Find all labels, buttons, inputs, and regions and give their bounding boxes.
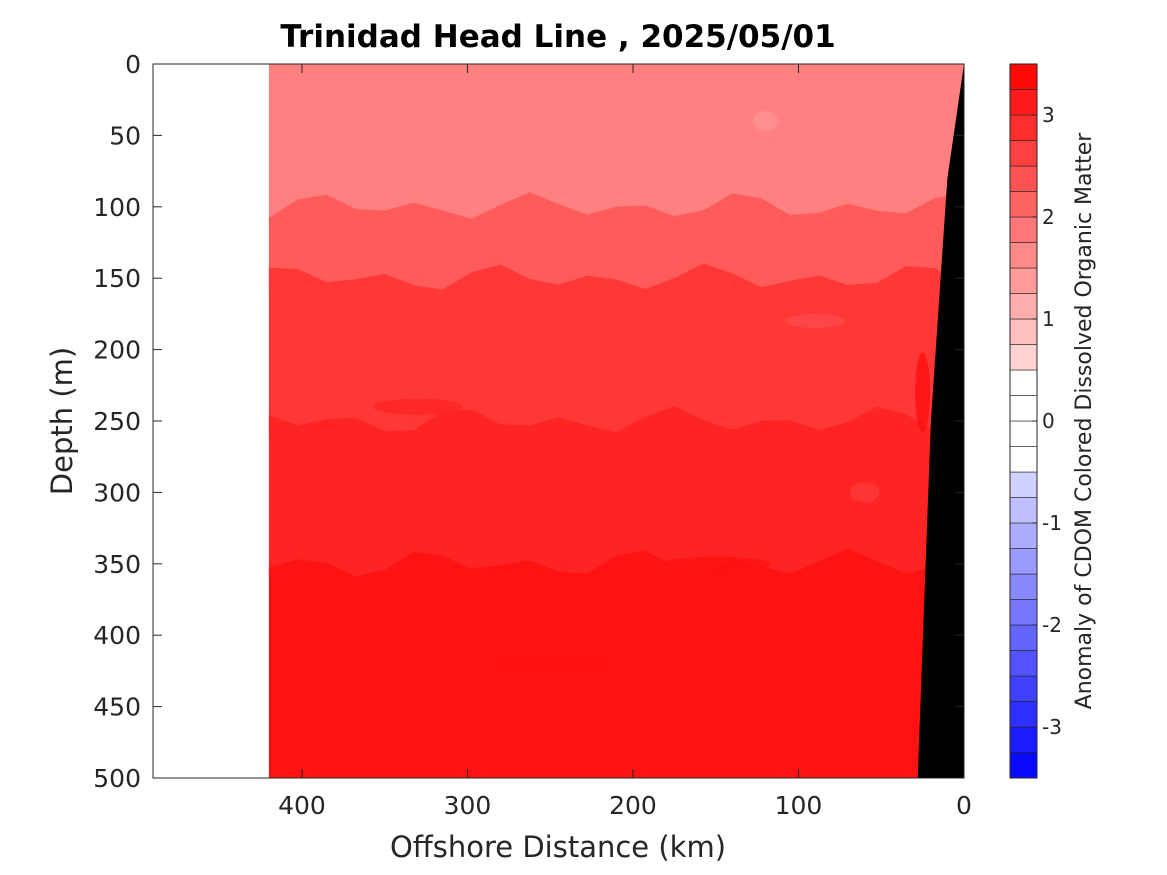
chart-title: Trinidad Head Line , 2025/05/01 [280, 19, 835, 55]
y-tick-label: 50 [109, 121, 141, 150]
colorbar-cell [1009, 599, 1038, 626]
colorbar-cell [1009, 446, 1038, 473]
contour-band-4 [268, 548, 964, 778]
colorbar-cell [1009, 369, 1038, 396]
contour-patch-7 [915, 352, 931, 433]
y-tick-label: 500 [93, 764, 141, 793]
colorbar-tick-label: -3 [1042, 715, 1062, 739]
colorbar-cell [1009, 140, 1038, 167]
x-axis-label: Offshore Distance (km) [390, 830, 726, 864]
y-tick-label: 100 [93, 193, 141, 222]
contour-band-1 [268, 192, 964, 293]
contour-band-2 [268, 263, 964, 435]
colorbar: -3 -2 -1 0 1 2 3 [1009, 63, 1062, 779]
plot-area: 400 300 200 100 0 0 50 100 150 200 250 300 350 400 45… [93, 50, 972, 820]
contour-bands [268, 64, 964, 778]
colorbar-cell [1009, 114, 1038, 141]
colorbar-tick-label: 3 [1042, 103, 1055, 127]
contour-patch-0 [372, 398, 463, 415]
colorbar-cell [1009, 267, 1038, 294]
colorbar-cell [1009, 752, 1038, 779]
contour-patch-8 [849, 482, 880, 503]
contour-patches [315, 86, 931, 670]
x-tick-label: 100 [775, 791, 823, 820]
colorbar-cell [1009, 522, 1038, 549]
colorbar-cell [1009, 344, 1038, 371]
x-tick-label: 200 [609, 791, 657, 820]
x-tick-label: 300 [444, 791, 492, 820]
colorbar-cell [1009, 548, 1038, 575]
x-tick-label: 0 [956, 791, 972, 820]
colorbar-cell [1009, 573, 1038, 600]
y-tick-label: 350 [93, 550, 141, 579]
colorbar-cell [1009, 318, 1038, 345]
y-tick-label: 0 [125, 50, 141, 79]
colorbar-cell [1009, 395, 1038, 422]
colorbar-cell [1009, 471, 1038, 498]
y-tick-label: 300 [93, 478, 141, 507]
x-axis-ticks: 400 300 200 100 0 [278, 64, 972, 820]
colorbar-tick-label: 2 [1042, 205, 1055, 229]
y-tick-label: 250 [93, 407, 141, 436]
y-tick-label: 150 [93, 264, 141, 293]
colorbar-cell [1009, 89, 1038, 116]
contour-band-0 [268, 64, 964, 221]
colorbar-tick-label: -1 [1042, 511, 1062, 535]
y-tick-label: 200 [93, 336, 141, 365]
colorbar-cell [1009, 165, 1038, 192]
colorbar-cells [1009, 63, 1038, 779]
colorbar-tick-label: -2 [1042, 613, 1062, 637]
colorbar-cell [1009, 191, 1038, 218]
colorbar-cell [1009, 293, 1038, 320]
contour-patch-6 [752, 111, 778, 132]
colorbar-label: Anomaly of CDOM Colored Dissolved Organi… [1072, 132, 1097, 710]
contour-patch-5 [315, 86, 356, 127]
colorbar-cell [1009, 216, 1038, 243]
colorbar-cell [1009, 675, 1038, 702]
y-tick-label: 400 [93, 621, 141, 650]
x-tick-label: 400 [278, 791, 326, 820]
colorbar-tick-label: 1 [1042, 307, 1055, 331]
colorbar-cell [1009, 701, 1038, 728]
contour-patch-4 [785, 314, 845, 328]
contour-band-3 [268, 406, 964, 578]
contour-patch-1 [660, 556, 771, 571]
contour-patch-2 [490, 657, 611, 670]
colorbar-cell [1009, 497, 1038, 524]
colorbar-cell [1009, 726, 1038, 753]
colorbar-tick-label: 0 [1042, 409, 1055, 433]
colorbar-cell [1009, 420, 1038, 447]
bathymetry-shape [917, 64, 964, 778]
colorbar-cell [1009, 63, 1038, 90]
contour-patch-3 [598, 473, 668, 484]
colorbar-ticks: -3 -2 -1 0 1 2 3 [1032, 103, 1062, 739]
colorbar-cell [1009, 650, 1038, 677]
y-axis-label: Depth (m) [45, 347, 79, 495]
y-axis-ticks: 0 50 100 150 200 250 300 350 400 450 500 [93, 50, 964, 793]
colorbar-cell [1009, 624, 1038, 651]
y-tick-label: 450 [93, 693, 141, 722]
colorbar-cell [1009, 242, 1038, 269]
